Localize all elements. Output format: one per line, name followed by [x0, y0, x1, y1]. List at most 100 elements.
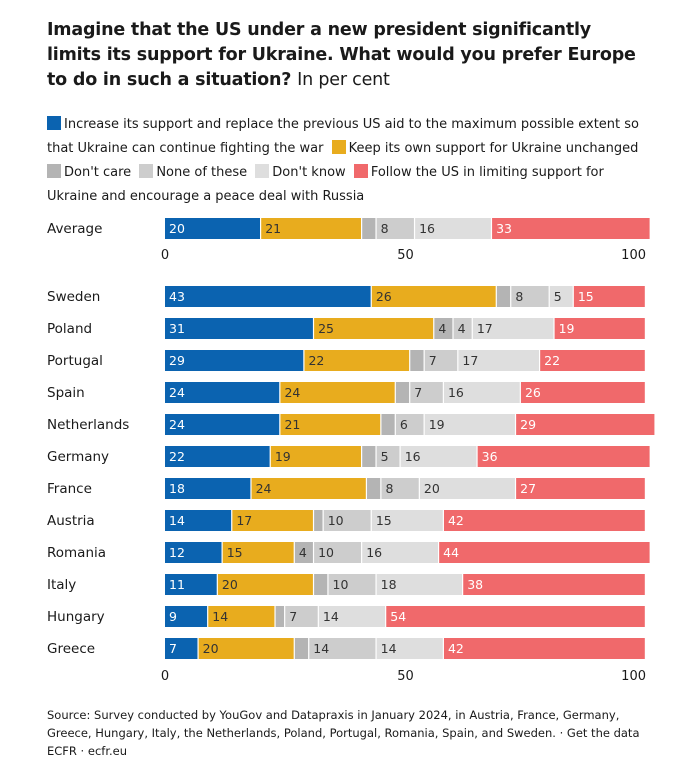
chart-title: Imagine that the US under a new presiden…: [47, 18, 647, 93]
data-label: 24: [284, 385, 300, 400]
data-label: 26: [525, 385, 541, 400]
bar-segment-increase: [165, 446, 270, 467]
data-label: 14: [212, 609, 228, 624]
bar-segment-none: [424, 350, 458, 371]
data-label: 19: [559, 321, 575, 336]
source-note: Source: Survey conducted by YouGov and D…: [47, 708, 620, 740]
footer-separator: ·: [76, 744, 88, 758]
data-label: 17: [236, 513, 252, 528]
legend-item-none: None of these: [139, 164, 247, 180]
legend-label: Follow the US in limiting support for Uk…: [47, 165, 604, 204]
legend-label: Don't care: [64, 165, 132, 180]
data-label: 20: [424, 481, 440, 496]
bar-segment-dont-care: [381, 414, 395, 435]
bar-segment-none: [511, 286, 549, 307]
row-label: Sweden: [47, 289, 100, 305]
data-label: 8: [515, 289, 523, 304]
bar-segment-keep: [314, 318, 434, 339]
data-label: 7: [429, 353, 437, 368]
data-label: 8: [385, 481, 393, 496]
legend-swatch: [47, 116, 61, 130]
bar-segment-dont-care: [434, 318, 453, 339]
data-label: 17: [462, 353, 478, 368]
bar-segment-dont-care: [410, 350, 424, 371]
publisher-name: ECFR: [47, 744, 77, 758]
x-tick-label: 50: [397, 669, 414, 684]
row-label: Hungary: [47, 609, 105, 625]
bar-segment-keep: [208, 606, 275, 627]
bar-segment-follow: [443, 510, 645, 531]
bar-segment-none: [285, 606, 318, 627]
x-tick-label: 50: [397, 248, 414, 263]
data-label: 42: [448, 641, 464, 656]
bar-segment-none: [453, 318, 472, 339]
data-label: 5: [554, 289, 562, 304]
bar-segment-increase: [165, 414, 280, 435]
bar-segment-increase: [165, 542, 222, 563]
bar-segment-none: [395, 414, 424, 435]
data-label: 24: [169, 385, 185, 400]
bar-segment-follow: [439, 542, 650, 563]
data-label: 22: [169, 449, 185, 464]
bar-segment-keep: [304, 350, 410, 371]
row-label: Romania: [47, 545, 106, 561]
data-label: 20: [169, 221, 185, 236]
x-tick-label: 0: [161, 248, 169, 263]
data-label: 17: [477, 321, 493, 336]
data-label: 27: [520, 481, 536, 496]
data-label: 7: [289, 609, 297, 624]
data-label: 14: [169, 513, 185, 528]
bar-segment-follow: [516, 414, 655, 435]
bar-segment-increase: [165, 606, 208, 627]
bar-segment-keep: [251, 478, 366, 499]
bar-segment-follow: [443, 638, 645, 659]
bar-segment-increase: [165, 218, 260, 239]
bar-segment-none: [376, 218, 414, 239]
legend: Increase its support and replace the pre…: [47, 113, 657, 209]
title-unit: In per cent: [297, 70, 390, 90]
row-label: Italy: [47, 577, 76, 593]
legend-swatch: [255, 164, 270, 178]
data-label: 18: [381, 577, 397, 592]
data-label: 20: [222, 577, 238, 592]
row-label: Greece: [47, 641, 95, 657]
legend-label: Don't know: [272, 165, 346, 180]
data-label: 36: [482, 449, 498, 464]
legend-item-dont-care: Don't care: [47, 164, 132, 180]
data-label: 10: [318, 545, 334, 560]
bar-segment-keep: [222, 542, 294, 563]
row-label: France: [47, 481, 92, 497]
data-label: 7: [414, 385, 422, 400]
bar-segment-none: [381, 478, 419, 499]
legend-label: Keep its own support for Ukraine unchang…: [348, 141, 639, 156]
bar-segment-dont-care: [294, 638, 309, 659]
legend-item-increase: Increase its support and replace the pre…: [47, 116, 639, 156]
data-label: 26: [376, 289, 392, 304]
data-label: 11: [169, 577, 185, 592]
bar-segment-follow: [463, 574, 645, 595]
data-label: 16: [405, 449, 421, 464]
bar-segment-none: [410, 382, 443, 403]
bar-segment-increase: [165, 478, 251, 499]
bar-segment-dont-care: [395, 382, 410, 403]
data-label: 29: [520, 417, 536, 432]
data-label: 4: [299, 545, 307, 560]
bar-segment-none: [376, 446, 400, 467]
get-data-link[interactable]: Get the data: [566, 726, 640, 740]
data-label: 25: [318, 321, 334, 336]
footer-separator: ·: [555, 726, 567, 740]
row-label: Austria: [47, 513, 95, 529]
bar-segment-dont-care: [362, 446, 376, 467]
title-question: Imagine that the US under a new presiden…: [47, 20, 636, 90]
bar-segment-increase: [165, 638, 198, 659]
bar-segment-dont-know: [419, 478, 515, 499]
data-label: 9: [169, 609, 177, 624]
site-link[interactable]: ecfr.eu: [87, 744, 128, 758]
legend-swatch: [47, 164, 61, 178]
legend-item-keep: Keep its own support for Ukraine unchang…: [331, 140, 639, 156]
bar-segment-dont-know: [400, 446, 477, 467]
data-label: 22: [544, 353, 560, 368]
bar-segment-none: [323, 510, 371, 531]
bar-segment-follow: [477, 446, 650, 467]
